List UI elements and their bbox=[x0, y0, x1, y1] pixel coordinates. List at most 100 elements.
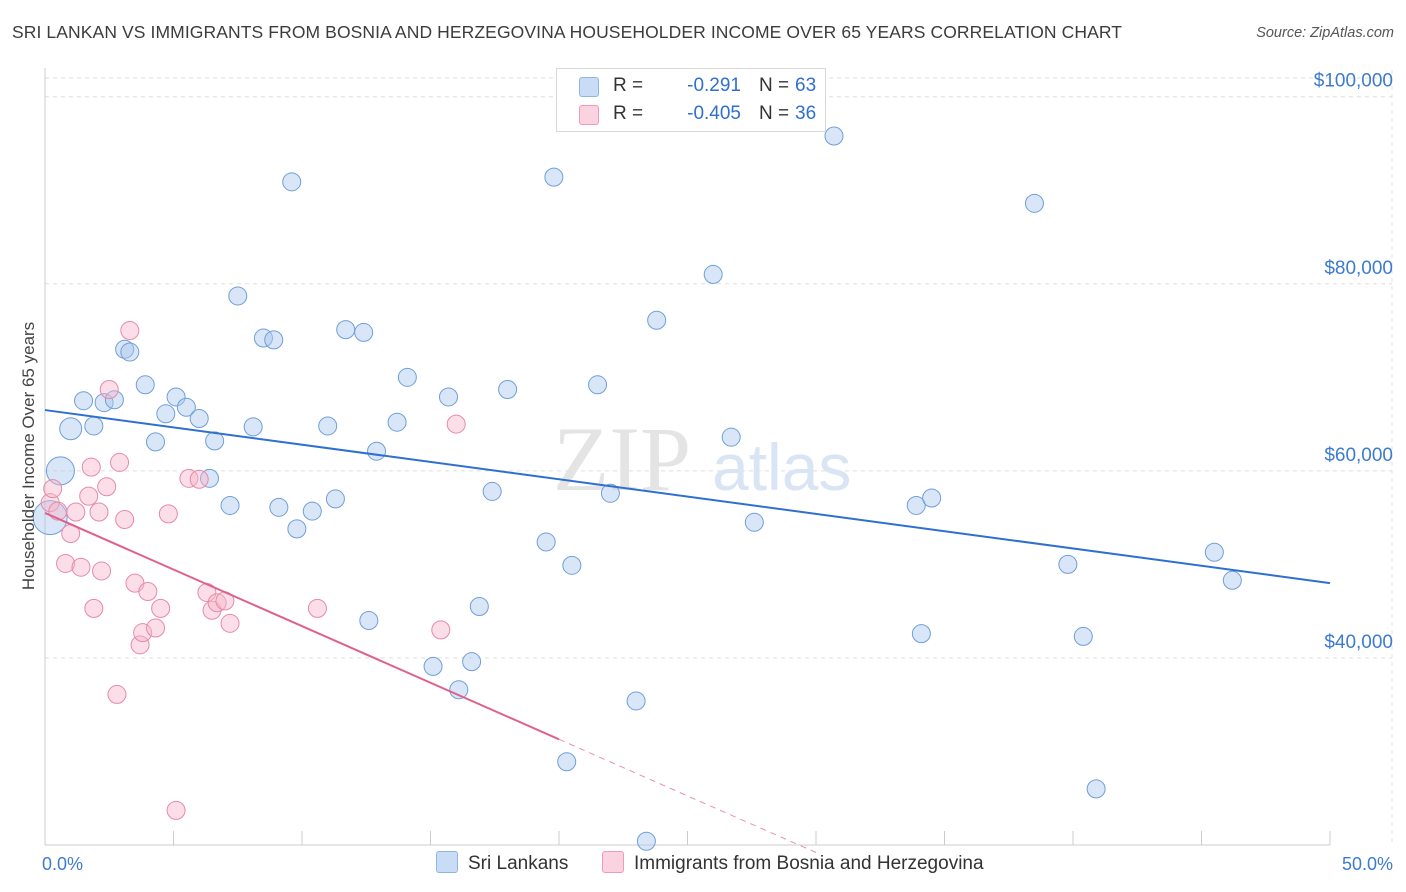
data-point bbox=[120, 321, 140, 341]
trend-line-sri-lankans bbox=[44, 409, 1331, 585]
data-point bbox=[151, 598, 171, 618]
data-point bbox=[1222, 570, 1242, 590]
data-point bbox=[199, 468, 219, 488]
data-point bbox=[911, 624, 931, 644]
data-point bbox=[220, 495, 240, 515]
data-point bbox=[92, 561, 112, 581]
data-point bbox=[1073, 626, 1093, 646]
data-point bbox=[158, 504, 178, 524]
y-tick-label: $100,000 bbox=[1314, 71, 1393, 92]
data-point bbox=[626, 691, 646, 711]
data-point bbox=[166, 800, 186, 820]
data-point bbox=[107, 684, 127, 704]
data-point bbox=[120, 342, 140, 362]
data-point bbox=[207, 593, 227, 613]
data-point bbox=[721, 427, 741, 447]
series-bosnia bbox=[40, 321, 466, 820]
data-point bbox=[110, 452, 130, 472]
data-point bbox=[325, 489, 345, 509]
n-value: 63 bbox=[795, 75, 817, 96]
data-point bbox=[81, 457, 101, 477]
source-label: Source: ZipAtlas.com bbox=[1256, 25, 1394, 41]
n-label: N = bbox=[759, 103, 790, 124]
series-sri-lankans bbox=[32, 126, 1242, 851]
legend-swatch-blue bbox=[436, 851, 458, 873]
trend-lines bbox=[44, 409, 1331, 853]
data-point bbox=[228, 286, 248, 306]
data-point bbox=[431, 620, 451, 640]
data-point bbox=[744, 512, 764, 532]
r-value: -0.291 bbox=[687, 75, 741, 96]
data-point bbox=[318, 416, 338, 436]
data-point bbox=[43, 479, 63, 499]
data-point bbox=[367, 441, 387, 461]
data-point bbox=[189, 469, 209, 489]
axis-labels: $40,000 $60,000 $80,000 $100,000 0.0% 50.0% Ho… bbox=[19, 71, 1393, 874]
data-point bbox=[922, 488, 942, 508]
axes bbox=[44, 68, 1331, 846]
data-point bbox=[906, 495, 926, 515]
n-value: 36 bbox=[795, 103, 817, 124]
x-tick-label-max: 50.0% bbox=[1342, 854, 1393, 874]
r-label: R = bbox=[613, 103, 644, 124]
legend-swatch-pink bbox=[579, 105, 599, 125]
data-point bbox=[536, 532, 556, 552]
data-point bbox=[32, 500, 68, 536]
data-point bbox=[423, 656, 443, 676]
data-point bbox=[71, 557, 91, 577]
data-point bbox=[179, 468, 199, 488]
data-point bbox=[133, 623, 153, 643]
legend-swatch-blue bbox=[579, 77, 599, 97]
r-value: -0.405 bbox=[687, 103, 741, 124]
legend-label: Immigrants from Bosnia and Herzegovina bbox=[634, 853, 984, 874]
x-tick-label-min: 0.0% bbox=[42, 854, 83, 874]
trend-line-bosnia bbox=[44, 512, 560, 741]
data-point bbox=[287, 519, 307, 539]
y-tick-label: $80,000 bbox=[1324, 258, 1393, 279]
y-axis-label: Householder Income Over 65 years bbox=[19, 322, 38, 590]
data-point bbox=[588, 375, 608, 395]
data-point bbox=[359, 611, 379, 631]
data-point bbox=[59, 417, 83, 441]
data-point bbox=[166, 387, 186, 407]
data-point bbox=[130, 635, 150, 655]
data-point bbox=[482, 481, 502, 501]
data-point bbox=[544, 167, 564, 187]
data-point bbox=[104, 390, 124, 410]
data-point bbox=[336, 320, 356, 340]
data-point bbox=[282, 172, 302, 192]
watermark: ZIP atlas bbox=[553, 408, 851, 510]
y-tick-label: $60,000 bbox=[1324, 445, 1393, 466]
data-point bbox=[74, 391, 94, 411]
data-point bbox=[269, 497, 289, 517]
data-point bbox=[824, 126, 844, 146]
grid bbox=[45, 70, 1393, 845]
legend-swatch-pink bbox=[602, 851, 624, 873]
y-tick-label: $40,000 bbox=[1324, 632, 1393, 653]
data-point bbox=[115, 509, 135, 529]
data-point bbox=[1024, 193, 1044, 213]
data-point bbox=[115, 339, 135, 359]
data-point bbox=[176, 397, 196, 417]
data-point bbox=[307, 598, 327, 618]
data-point bbox=[387, 412, 407, 432]
data-point bbox=[156, 404, 176, 424]
data-point bbox=[446, 414, 466, 434]
data-point bbox=[703, 264, 723, 284]
trend-line-bosnia-extrapolated bbox=[558, 738, 817, 853]
data-point bbox=[79, 486, 99, 506]
stats-legend: R = -0.291 N = 63 R = -0.405 N = 36 bbox=[556, 68, 826, 132]
data-point bbox=[189, 408, 209, 428]
data-point bbox=[1204, 542, 1224, 562]
data-point bbox=[220, 613, 240, 633]
data-point bbox=[397, 367, 417, 387]
data-point bbox=[636, 831, 656, 851]
legend-item-bosnia[interactable]: Immigrants from Bosnia and Herzegovina bbox=[602, 851, 984, 877]
data-point bbox=[135, 375, 155, 395]
data-point bbox=[66, 502, 86, 522]
chart-title: SRI LANKAN VS IMMIGRANTS FROM BOSNIA AND… bbox=[12, 22, 1123, 42]
legend-item-sri-lankans[interactable]: Sri Lankans bbox=[436, 851, 568, 877]
points-layer bbox=[32, 126, 1242, 851]
data-point bbox=[438, 387, 458, 407]
